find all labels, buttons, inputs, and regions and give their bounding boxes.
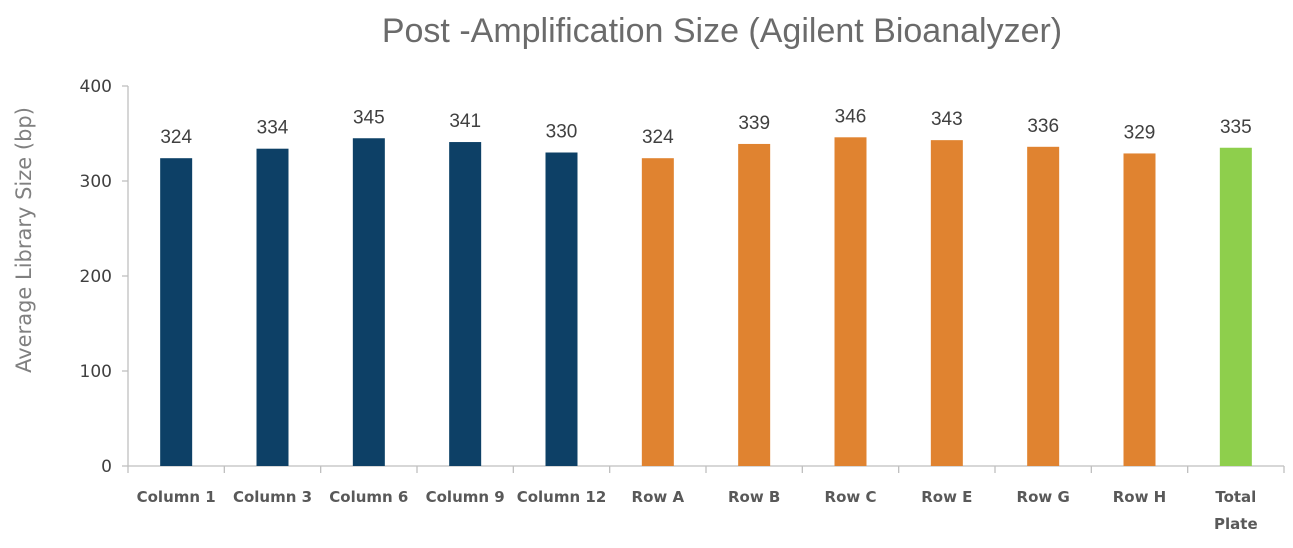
y-tick-label: 400 [80, 77, 112, 97]
x-tick-label: Column 1 [137, 488, 216, 506]
bar [834, 137, 867, 467]
data-label: 330 [546, 122, 578, 143]
bar [160, 158, 193, 466]
x-tick-label: Row A [632, 488, 685, 506]
x-tick-label: Row C [825, 488, 877, 506]
bar [1123, 153, 1156, 466]
data-label: 345 [353, 107, 385, 128]
data-label: 339 [738, 113, 770, 134]
bar [641, 158, 674, 466]
y-axis-label: Average Library Size (bp) [12, 107, 36, 373]
bar [449, 142, 482, 467]
x-ticks: Column 1 Column 3 Column 6 Column 9 Column 1… [137, 488, 1258, 533]
x-tick-label: Column 3 [233, 488, 312, 506]
x-tick-label: Column 6 [329, 488, 408, 506]
bars [160, 137, 1252, 467]
data-label: 343 [931, 109, 963, 130]
data-label: 324 [642, 127, 674, 148]
x-tick-label: Row B [728, 488, 780, 506]
y-tick-label: 300 [80, 172, 112, 192]
data-label: 335 [1220, 117, 1252, 138]
data-label: 334 [257, 118, 289, 139]
data-labels: 324 334 345 341 330 324 339 346 343 336 329 335 [160, 106, 1251, 148]
axes [127, 86, 1285, 473]
bar [545, 152, 578, 466]
x-tick-label: Row E [921, 488, 972, 506]
bar [352, 138, 385, 466]
x-tick-label: Row H [1113, 488, 1167, 506]
bar [1027, 146, 1060, 467]
chart-title: Post -Amplification Size (Agilent Bioana… [382, 12, 1062, 50]
y-tick-label: 200 [80, 267, 112, 287]
data-label: 329 [1124, 122, 1156, 143]
bar [256, 148, 289, 466]
x-tick-label: Column 12 [517, 488, 607, 506]
y-tick-label: 0 [101, 457, 112, 477]
bar [930, 140, 963, 466]
y-ticks: 0 100 200 300 400 [80, 77, 128, 477]
data-label: 346 [835, 106, 867, 127]
bar [1219, 147, 1252, 466]
x-tick-label: Column 9 [426, 488, 505, 506]
data-label: 336 [1027, 116, 1059, 137]
data-label: 341 [449, 111, 481, 132]
x-tick-label: Row G [1017, 488, 1070, 506]
x-tick-label: Total Plate [1214, 488, 1258, 533]
bar [738, 143, 771, 466]
data-label: 324 [160, 127, 192, 148]
y-tick-label: 100 [80, 362, 112, 382]
